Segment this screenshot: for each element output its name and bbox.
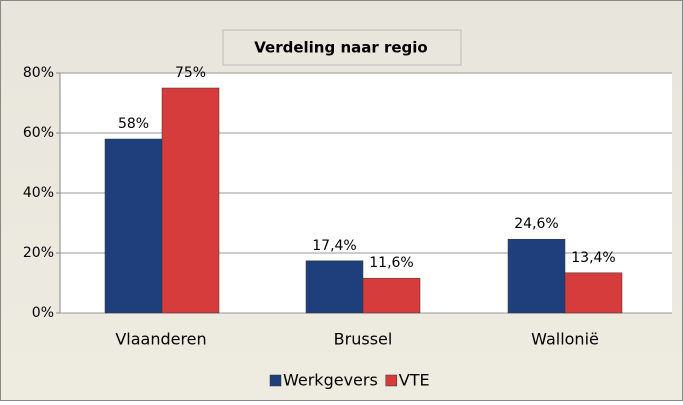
- y-tick-label: 40%: [23, 185, 54, 201]
- bar: [564, 272, 623, 314]
- legend-swatch: [269, 374, 282, 387]
- bar: [507, 238, 566, 314]
- data-label: 11,6%: [369, 255, 413, 271]
- x-tick-label: Brussel: [334, 330, 393, 349]
- bar: [362, 277, 421, 314]
- y-tick-label: 60%: [23, 125, 54, 141]
- legend-swatch: [385, 374, 398, 387]
- data-label: 75%: [175, 65, 206, 81]
- bar: [161, 87, 220, 314]
- y-tick-label: 80%: [23, 65, 54, 81]
- bar: [104, 138, 163, 314]
- data-label: 17,4%: [312, 238, 356, 254]
- legend-label: VTE: [399, 371, 430, 390]
- bar: [305, 260, 364, 314]
- data-label: 58%: [118, 116, 149, 132]
- y-tick-label: 20%: [23, 245, 54, 261]
- data-label: 24,6%: [514, 216, 558, 232]
- x-tick-label: Vlaanderen: [115, 330, 206, 349]
- legend-label: Werkgevers: [283, 371, 378, 390]
- chart-title: Verdeling naar regio: [254, 39, 428, 57]
- x-tick-label: Wallonië: [531, 330, 599, 349]
- title-box: [222, 29, 462, 66]
- data-label: 13,4%: [571, 250, 615, 266]
- y-tick-label: 0%: [32, 305, 54, 321]
